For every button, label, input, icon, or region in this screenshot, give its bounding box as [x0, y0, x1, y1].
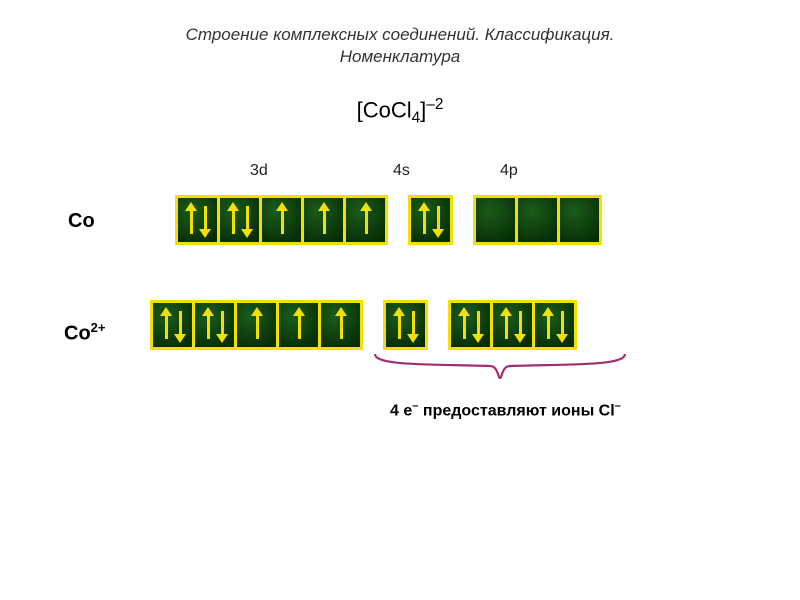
arrow-up-icon — [459, 307, 469, 343]
electron-arrows — [336, 303, 346, 347]
electron-arrows — [252, 303, 262, 347]
complex-formula: [CoCl4]–2 — [0, 96, 800, 128]
orbital-box — [276, 300, 321, 350]
orbital-box — [383, 300, 428, 350]
orbital-group — [175, 195, 388, 245]
electron-arrows — [277, 198, 287, 242]
electron-arrows — [203, 303, 227, 347]
arrow-up-icon — [277, 202, 287, 238]
arrow-up-icon — [361, 202, 371, 238]
arrow-down-icon — [408, 307, 418, 343]
electron-arrows — [459, 303, 483, 347]
electron-arrows — [186, 198, 210, 242]
title-line-1: Строение комплексных соединений. Классиф… — [186, 25, 615, 44]
arrow-down-icon — [217, 307, 227, 343]
arrow-up-icon — [294, 307, 304, 343]
electron-arrows — [543, 303, 567, 347]
arrow-up-icon — [394, 307, 404, 343]
electron-arrows — [394, 303, 418, 347]
orbital-group — [473, 195, 602, 245]
arrow-up-icon — [161, 307, 171, 343]
arrow-down-icon — [515, 307, 525, 343]
orbital-box — [343, 195, 388, 245]
electron-arrows — [501, 303, 525, 347]
orbital-box — [408, 195, 453, 245]
row-label: Co2+ — [64, 320, 106, 346]
electron-arrows — [228, 198, 252, 242]
orbital-box — [473, 195, 518, 245]
arrow-down-icon — [175, 307, 185, 343]
electron-arrows — [161, 303, 185, 347]
orbital-box — [532, 300, 577, 350]
orbital-box — [175, 195, 220, 245]
electron-arrows — [319, 198, 329, 242]
arrow-up-icon — [319, 202, 329, 238]
arrow-down-icon — [242, 202, 252, 238]
orbital-row — [175, 195, 602, 245]
orbital-group — [408, 195, 453, 245]
brace-icon — [370, 352, 630, 382]
orbital-box — [217, 195, 262, 245]
label-4p: 4p — [500, 162, 518, 180]
label-4s: 4s — [393, 162, 410, 180]
electron-arrows — [419, 198, 443, 242]
orbital-box — [515, 195, 560, 245]
arrow-up-icon — [252, 307, 262, 343]
arrow-up-icon — [543, 307, 553, 343]
arrow-down-icon — [557, 307, 567, 343]
arrow-down-icon — [473, 307, 483, 343]
orbital-row — [150, 300, 577, 350]
electron-arrows — [361, 198, 371, 242]
arrow-up-icon — [228, 202, 238, 238]
arrow-down-icon — [200, 202, 210, 238]
orbital-box — [557, 195, 602, 245]
orbital-box — [490, 300, 535, 350]
arrow-up-icon — [203, 307, 213, 343]
arrow-down-icon — [433, 202, 443, 238]
curly-brace — [370, 352, 630, 382]
orbital-box — [318, 300, 363, 350]
orbital-box — [234, 300, 279, 350]
orbital-box — [192, 300, 237, 350]
electron-arrows — [294, 303, 304, 347]
footnote: 4 e– предоставляют ионы Cl– — [390, 400, 621, 420]
label-3d: 3d — [250, 162, 268, 180]
orbital-group — [448, 300, 577, 350]
orbital-group — [383, 300, 428, 350]
arrow-up-icon — [336, 307, 346, 343]
arrow-up-icon — [501, 307, 511, 343]
orbital-box — [301, 195, 346, 245]
row-label: Co — [68, 210, 95, 233]
title-line-2: Номенклатура — [340, 47, 460, 66]
page-title: Строение комплексных соединений. Классиф… — [0, 0, 800, 68]
orbital-box — [448, 300, 493, 350]
orbital-group — [150, 300, 363, 350]
orbital-box — [150, 300, 195, 350]
arrow-up-icon — [186, 202, 196, 238]
orbital-box — [259, 195, 304, 245]
arrow-up-icon — [419, 202, 429, 238]
